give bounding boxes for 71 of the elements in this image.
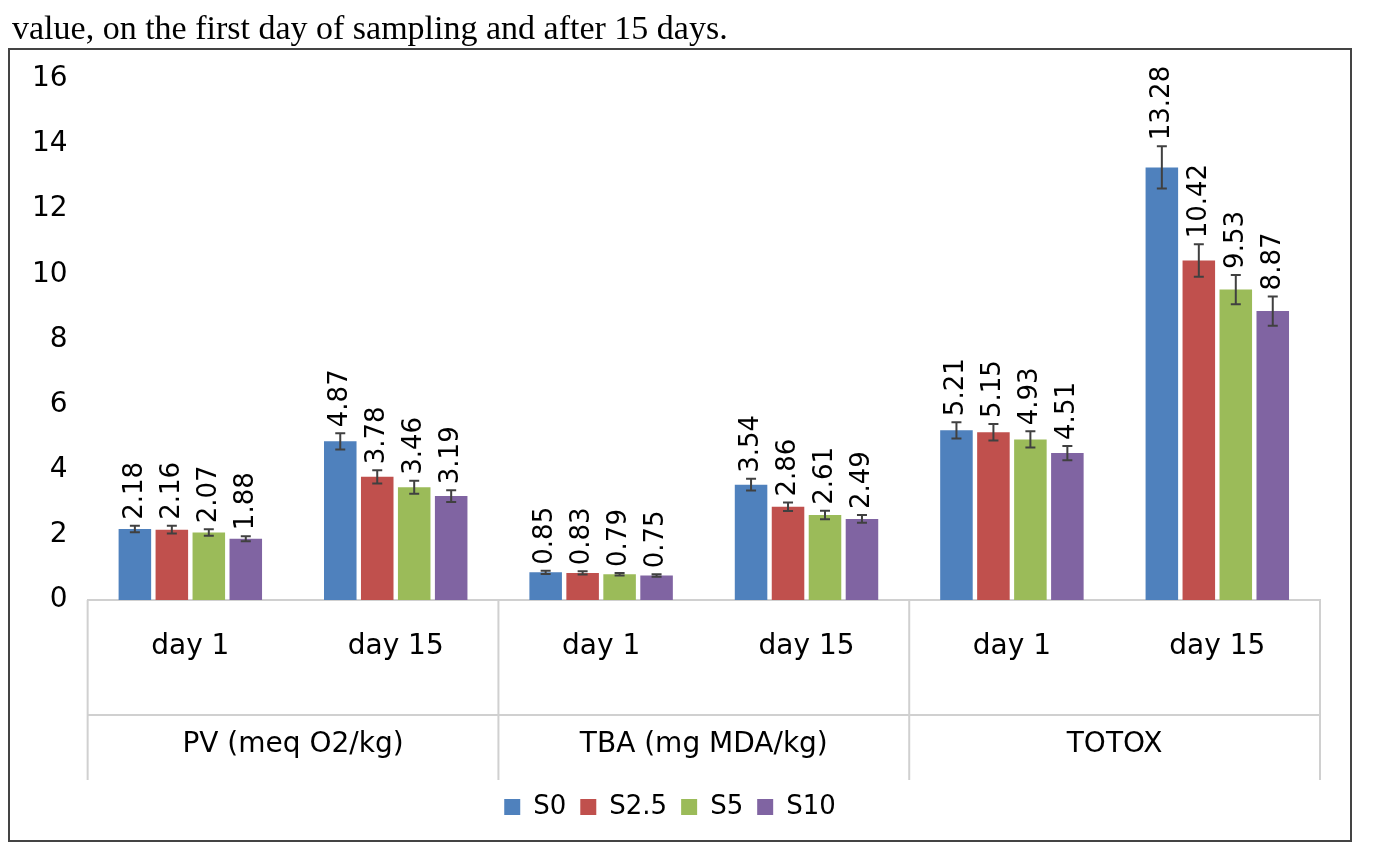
y-tick-label: 6 — [49, 385, 68, 419]
data-label: 2.61 — [807, 446, 838, 505]
data-label: 3.19 — [433, 426, 464, 485]
data-label: 13.28 — [1144, 65, 1175, 141]
data-label: 5.21 — [939, 358, 970, 417]
y-tick-label: 2 — [49, 516, 68, 550]
bar — [1145, 167, 1179, 600]
data-label: 0.75 — [639, 510, 670, 569]
bar — [771, 506, 805, 600]
data-label: 2.86 — [770, 438, 801, 497]
bar — [1051, 453, 1084, 600]
bar — [118, 528, 152, 600]
data-label: 2.07 — [191, 465, 222, 524]
y-tick-label: 4 — [49, 450, 68, 484]
data-label: 2.16 — [154, 461, 185, 520]
bar — [1014, 439, 1047, 600]
bar — [734, 484, 768, 600]
bar — [434, 496, 468, 600]
x-tick-label: day 15 — [758, 628, 855, 662]
bar — [360, 476, 394, 600]
data-label: 0.79 — [602, 509, 633, 567]
legend-label: S0 — [533, 789, 567, 820]
legend-label: S5 — [710, 789, 744, 820]
bar — [640, 575, 673, 600]
data-label: 4.93 — [1013, 367, 1044, 426]
x-tick-label: day 15 — [1169, 628, 1266, 662]
bar — [397, 487, 431, 600]
data-label: 0.83 — [565, 507, 596, 566]
data-label: 8.87 — [1255, 232, 1286, 291]
data-label: 9.53 — [1218, 211, 1249, 269]
data-label: 2.18 — [117, 461, 148, 520]
data-label: 1.88 — [228, 472, 259, 531]
legend-label: S2.5 — [609, 789, 668, 820]
data-label: 3.46 — [396, 416, 427, 475]
y-tick-label: 8 — [49, 320, 68, 354]
text: TBA (mg MDA/kg) — [578, 726, 828, 760]
data-label: 0.85 — [528, 506, 559, 565]
y-tick-label: 10 — [31, 255, 68, 289]
bar — [845, 518, 879, 600]
bar — [1256, 311, 1290, 600]
bar — [229, 538, 263, 600]
y-tick-label: 14 — [31, 125, 68, 159]
chart-title: value, on the first day of sampling and after 15 days. — [11, 8, 729, 48]
x-tick-label: day 1 — [972, 628, 1052, 662]
data-label: 5.15 — [976, 360, 1007, 419]
x-tick-label: day 15 — [347, 628, 444, 662]
data-label: 3.54 — [733, 414, 764, 473]
data-label: 2.49 — [844, 451, 875, 509]
bar — [1182, 260, 1216, 600]
bar — [566, 572, 599, 600]
data-label: 4.51 — [1050, 382, 1081, 440]
text: PV (meq O2/kg) — [182, 726, 404, 760]
legend-label: S10 — [786, 789, 836, 820]
text: TOTOX — [1065, 726, 1163, 760]
y-tick-label: 16 — [31, 60, 68, 94]
bar — [977, 432, 1010, 600]
bar — [603, 574, 636, 600]
bar — [940, 430, 973, 600]
bar — [324, 441, 357, 600]
bar — [808, 514, 842, 600]
bar — [529, 572, 562, 600]
data-label: 10.42 — [1181, 163, 1212, 239]
bar — [192, 532, 226, 600]
y-tick-label: 0 — [49, 581, 68, 615]
data-label: 3.78 — [359, 406, 390, 465]
data-label: 4.87 — [323, 369, 354, 428]
bar — [1219, 289, 1253, 600]
x-tick-label: day 1 — [151, 628, 230, 662]
y-tick-label: 12 — [31, 190, 68, 224]
x-tick-label: day 1 — [562, 628, 641, 662]
bar — [155, 529, 189, 600]
